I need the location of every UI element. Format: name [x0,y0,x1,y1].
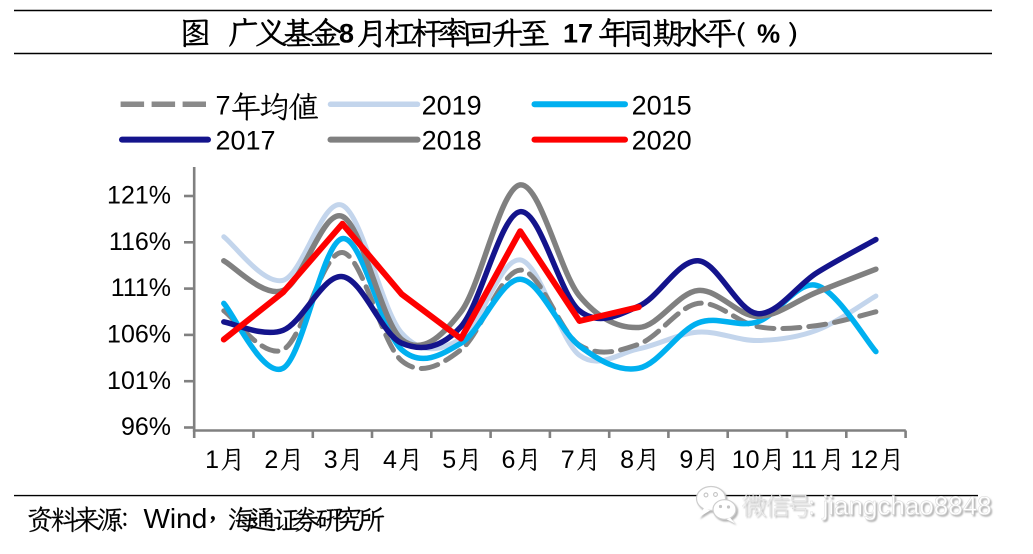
svg-text:2018: 2018 [422,126,482,156]
svg-text:4: 4 [383,446,397,474]
svg-text:2017: 2017 [216,126,276,156]
svg-text:Wind: Wind [144,503,208,534]
svg-text:17: 17 [563,19,593,49]
svg-text:: jiangchao8848: : jiangchao8848 [808,491,992,521]
svg-text:7: 7 [561,446,575,474]
svg-text:1: 1 [205,446,219,474]
svg-text:106%: 106% [107,321,171,349]
svg-text:121%: 121% [107,182,171,210]
svg-text:5: 5 [442,446,456,474]
svg-text:116%: 116% [109,228,171,256]
svg-text:8: 8 [620,446,634,474]
svg-text:7: 7 [216,90,231,120]
svg-text:8: 8 [339,19,354,49]
svg-text:101%: 101% [107,367,171,395]
svg-text:2: 2 [264,446,278,474]
svg-text:3: 3 [324,446,338,474]
svg-text:2020: 2020 [632,126,692,156]
svg-text:2019: 2019 [422,90,482,120]
svg-text:2015: 2015 [632,90,692,120]
svg-text:111%: 111% [111,274,171,302]
svg-text:12: 12 [850,446,878,474]
svg-text:9: 9 [679,446,693,474]
svg-text:96%: 96% [121,413,171,441]
svg-text:10: 10 [732,446,760,474]
svg-text:%: % [757,19,780,49]
svg-text:11: 11 [791,446,817,474]
svg-text:6: 6 [502,446,516,474]
